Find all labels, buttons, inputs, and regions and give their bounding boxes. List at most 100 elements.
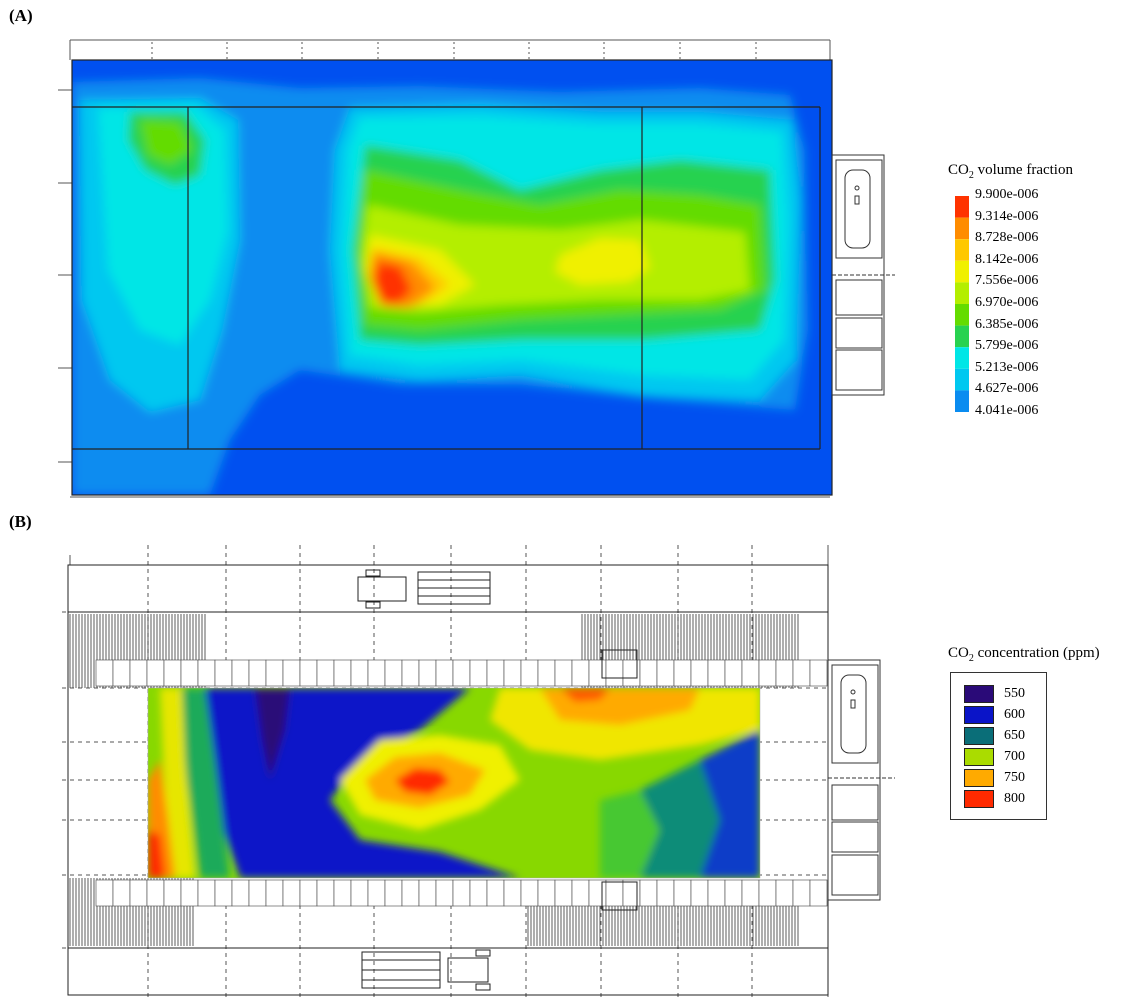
colorbar-a-swatch: [955, 239, 969, 261]
stall-cell: [605, 659, 624, 687]
colorbar-b-label: 600: [1004, 707, 1025, 722]
colorbar-a-swatch: [955, 390, 969, 412]
stall-cell: [758, 659, 777, 687]
colorbar-a-swatch: [955, 347, 969, 369]
stall-cell: [146, 659, 165, 687]
colorbar-a-tick-label: 8.142e-006: [975, 251, 1039, 267]
stall-cell: [520, 659, 539, 687]
stall-cell: [384, 659, 403, 687]
colorbar-b-title-sub: 2: [968, 653, 974, 664]
stall-cell: [112, 659, 131, 687]
contourB-green-left: [180, 688, 230, 878]
stall-cell: [775, 879, 794, 907]
stall-cell: [214, 659, 233, 687]
stall-cell: [605, 879, 624, 907]
stall-cell: [401, 879, 420, 907]
stall-cell: [469, 659, 488, 687]
stall-cell: [486, 659, 505, 687]
stall-cell: [452, 879, 471, 907]
stall-cell: [197, 879, 216, 907]
stall-cell: [792, 879, 811, 907]
colorbar-a-tick-label: 5.799e-006: [975, 338, 1039, 354]
stall-cell: [724, 659, 743, 687]
colorbar-b-label: 550: [1004, 686, 1025, 701]
contourB-dark-band: [255, 688, 290, 780]
stall-cell: [537, 879, 556, 907]
colorbar-a-tick-label: 9.900e-006: [975, 187, 1039, 202]
stall-cell: [520, 879, 539, 907]
stall-cell: [282, 879, 301, 907]
colorbar-b-swatch: [964, 706, 994, 724]
stall-cell: [265, 879, 284, 907]
colorbar-a-tick-label: 4.041e-006: [975, 403, 1039, 418]
colorbar-b-label: 700: [1004, 749, 1025, 764]
stall-cell: [792, 659, 811, 687]
colorbar-a-title: CO2 volume fraction: [948, 162, 1073, 181]
stall-cell: [673, 879, 692, 907]
colorbar-a-tick-label: 7.556e-006: [975, 273, 1039, 289]
colorbar-a-swatch: [955, 260, 969, 283]
colorbar-a-tick-label: 6.385e-006: [975, 316, 1039, 332]
stall-cell: [656, 659, 675, 687]
contourB-red-hot: [395, 768, 450, 795]
contourB-red-left: [148, 830, 165, 878]
hatch-right-upper: [581, 614, 799, 688]
colorbar-a-swatch: [955, 368, 969, 391]
stall-cell: [112, 879, 131, 907]
stall-cell: [435, 659, 454, 687]
colorbar-b-swatch: [964, 790, 994, 808]
stall-cell: [350, 659, 369, 687]
colorbar-b-title: CO2 concentration (ppm): [948, 645, 1100, 664]
stall-cell: [707, 879, 726, 907]
stall-cell: [367, 659, 386, 687]
colorbar-a-swatch: [955, 282, 969, 304]
panel-b-contour-map: [148, 688, 760, 878]
stall-cell: [265, 659, 284, 687]
colorbar-b-label: 800: [1004, 791, 1025, 806]
stall-cell: [299, 879, 318, 907]
stall-cell: [741, 659, 760, 687]
colorbar-a-tick-label: 9.314e-006: [975, 208, 1039, 224]
contourB-green-right: [600, 790, 660, 878]
colorbar-b-swatch: [964, 727, 994, 745]
colorbar-a-swatch: [955, 196, 969, 218]
contourB-teal-right: [640, 760, 720, 878]
tractor-bottom: [361, 949, 491, 991]
stall-cell: [95, 659, 114, 687]
stall-cell: [486, 879, 505, 907]
stall-cell: [452, 659, 471, 687]
stall-cell: [180, 879, 199, 907]
stall-cell: [690, 659, 709, 687]
stall-cell: [146, 879, 165, 907]
stall-cell: [503, 879, 522, 907]
stall-cell: [775, 659, 794, 687]
panel-b-floor-plan: [67, 564, 829, 996]
stall-cell: [231, 879, 250, 907]
colorbar-b-title-prefix: CO: [948, 645, 969, 661]
colorbar-b-title-suffix: concentration (ppm): [973, 645, 1100, 661]
stall-cell: [809, 879, 828, 907]
stall-cell: [639, 659, 658, 687]
panel-b-map-frame: [147, 687, 761, 879]
stall-cell: [316, 659, 335, 687]
stall-cell: [248, 879, 267, 907]
stall-cell: [384, 879, 403, 907]
stall-cell: [588, 659, 607, 687]
stall-cell: [350, 879, 369, 907]
colorbar-a-tick-label: 5.213e-006: [975, 359, 1039, 375]
colorbar-b-swatch: [964, 769, 994, 787]
stall-cell: [758, 879, 777, 907]
colorbar-a-tick-label: 4.627e-006: [975, 381, 1039, 397]
stall-cell: [231, 659, 250, 687]
colorbar-a-title-sub: 2: [968, 170, 974, 181]
contour-low-blob: [100, 460, 135, 492]
colorbar-b-label: 650: [1004, 728, 1025, 743]
colorbar-a: [955, 196, 969, 412]
stall-cell: [673, 659, 692, 687]
colorbar-a-swatch: [955, 304, 969, 326]
stall-cell: [333, 879, 352, 907]
stall-cell: [571, 659, 590, 687]
stall-cell: [469, 879, 488, 907]
colorbar-a-title-prefix: CO: [948, 162, 969, 178]
stall-cell: [588, 879, 607, 907]
